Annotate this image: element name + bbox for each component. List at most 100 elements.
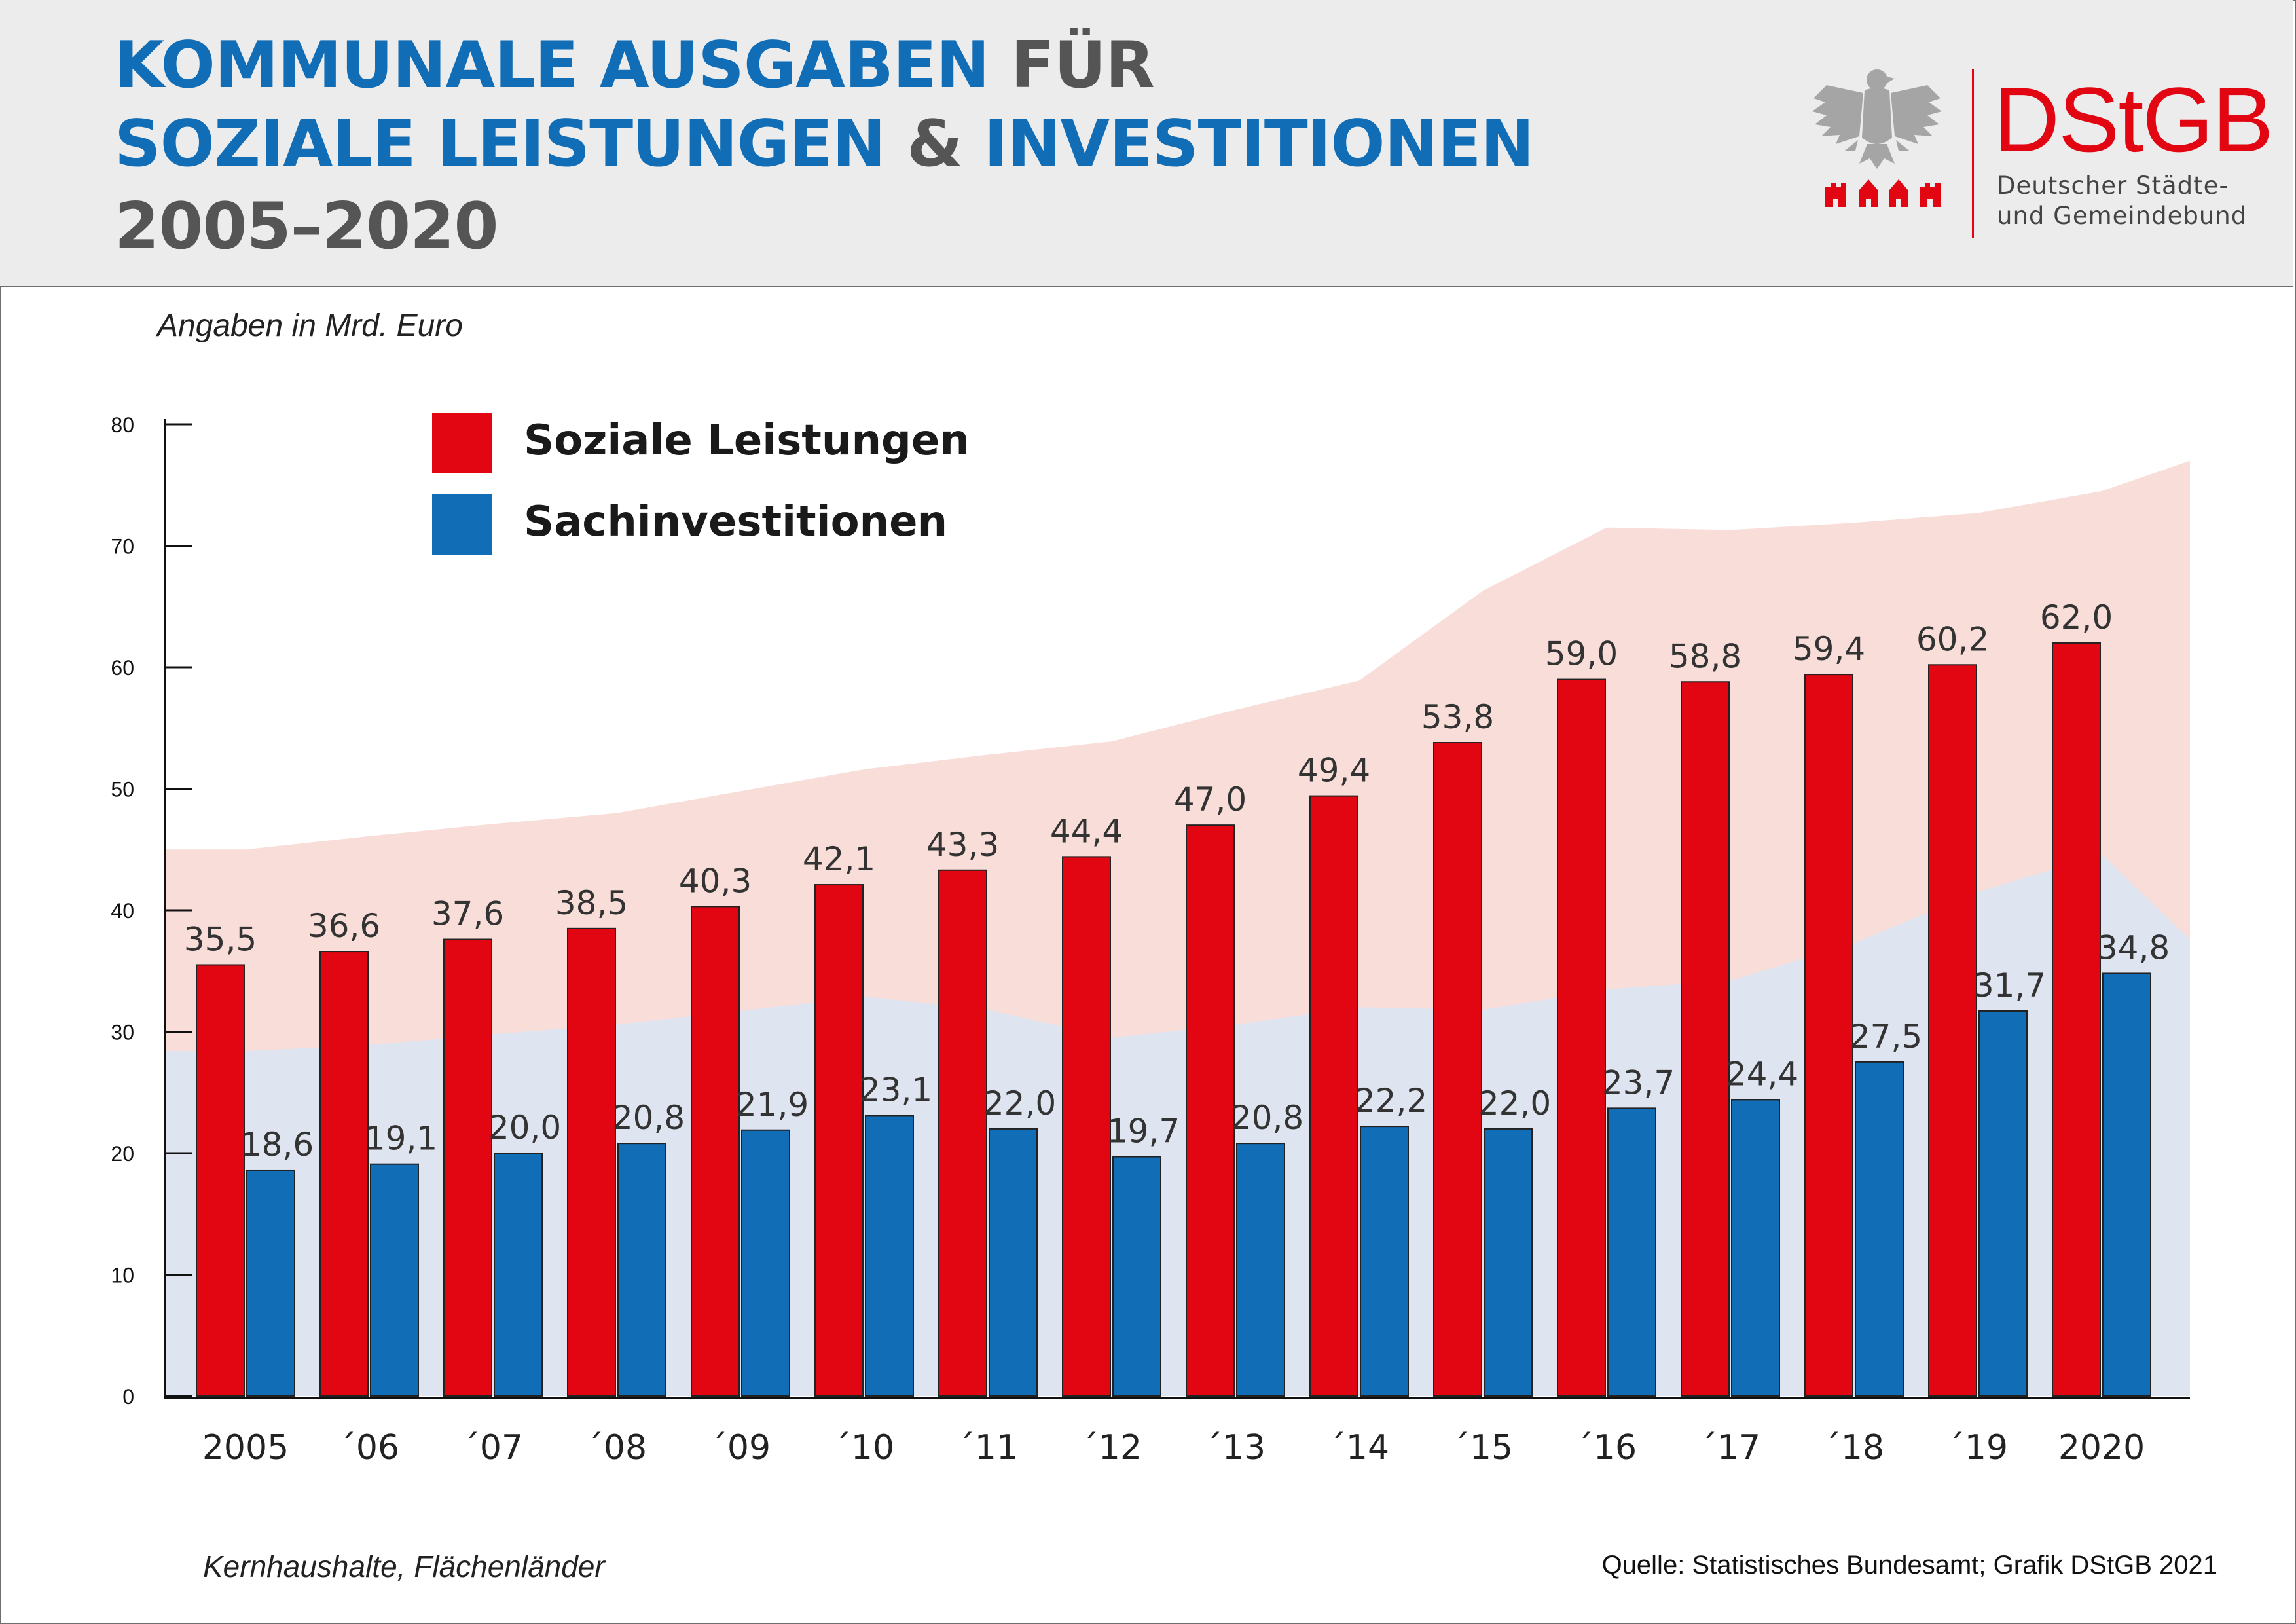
bar-sachinvestitionen-0 <box>246 1169 295 1397</box>
y-axis: 0 10 20 30 40 50 60 70 80 <box>111 413 2190 1409</box>
x-tick-label-12: ´17 <box>1700 1428 1760 1467</box>
bar-sachinvestitionen-3 <box>617 1143 666 1397</box>
bar-soziale-leistungen-6 <box>938 869 987 1397</box>
data-label-sachinvestitionen-5: 23,1 <box>860 1071 932 1109</box>
logo-text: DStGB <box>1994 68 2274 171</box>
data-label-sachinvestitionen-6: 22,0 <box>983 1084 1056 1122</box>
data-label-soziale-leistungen-1: 36,6 <box>308 907 380 945</box>
data-label-sachinvestitionen-2: 20,0 <box>488 1109 561 1147</box>
y-tick-label-40: 40 <box>111 899 134 923</box>
bar-sachinvestitionen-4 <box>741 1129 790 1397</box>
data-label-sachinvestitionen-13: 27,5 <box>1850 1018 1922 1056</box>
bar-sachinvestitionen-1 <box>370 1163 419 1397</box>
bar-sachinvestitionen-5 <box>865 1115 914 1397</box>
data-label-soziale-leistungen-3: 38,5 <box>555 884 628 922</box>
data-label-soziale-leistungen-13: 59,4 <box>1793 630 1865 668</box>
y-tick-label-0: 0 <box>122 1385 134 1409</box>
title-ampersand: & <box>907 107 962 181</box>
data-label-sachinvestitionen-7: 19,7 <box>1107 1113 1180 1151</box>
logo-divider <box>1972 69 1974 238</box>
data-label-soziale-leistungen-11: 59,0 <box>1545 635 1618 673</box>
bar-soziale-leistungen-13 <box>1804 674 1853 1397</box>
data-label-sachinvestitionen-11: 23,7 <box>1602 1063 1675 1101</box>
x-tick-label-10: ´15 <box>1453 1428 1513 1467</box>
x-tick-label-14: ´19 <box>1948 1428 2008 1467</box>
bar-sachinvestitionen-13 <box>1855 1061 1904 1397</box>
logo-subtitle-2: und Gemeindebund <box>1997 202 2248 230</box>
x-tick-label-13: ´18 <box>1824 1428 1884 1467</box>
data-label-sachinvestitionen-15: 34,8 <box>2097 929 2170 967</box>
data-label-soziale-leistungen-8: 47,0 <box>1174 781 1247 819</box>
bar-soziale-leistungen-11 <box>1557 678 1606 1397</box>
footnote: Kernhaushalte, Flächenländer <box>203 1549 605 1583</box>
data-label-sachinvestitionen-10: 22,0 <box>1478 1084 1551 1122</box>
bar-soziale-leistungen-3 <box>567 927 616 1397</box>
y-tick-label-10: 10 <box>111 1264 134 1287</box>
legend-label-soziale-leistungen: Soziale Leistungen <box>524 416 970 465</box>
bar-soziale-leistungen-9 <box>1309 795 1358 1397</box>
data-label-soziale-leistungen-10: 53,8 <box>1421 698 1494 736</box>
x-tick-label-15: 2020 <box>2058 1428 2145 1467</box>
y-tick-label-50: 50 <box>111 778 134 802</box>
bar-soziale-leistungen-12 <box>1681 681 1730 1397</box>
data-label-soziale-leistungen-14: 60,2 <box>1916 620 1989 658</box>
bar-sachinvestitionen-14 <box>1978 1010 2028 1397</box>
bar-soziale-leistungen-14 <box>1928 664 1977 1397</box>
data-label-soziale-leistungen-12: 58,8 <box>1669 637 1741 675</box>
data-label-soziale-leistungen-7: 44,4 <box>1050 812 1123 850</box>
bar-sachinvestitionen-9 <box>1360 1126 1409 1397</box>
legend-label-sachinvestitionen: Sachinvestitionen <box>524 498 948 546</box>
bar-soziale-leistungen-15 <box>2052 642 2101 1397</box>
data-label-soziale-leistungen-5: 42,1 <box>803 840 875 878</box>
y-tick-label-70: 70 <box>111 535 134 559</box>
bar-soziale-leistungen-1 <box>319 951 369 1397</box>
title-kommunale-ausgaben: KOMMUNALE AUSGABEN <box>115 28 990 103</box>
bar-soziale-leistungen-2 <box>443 938 492 1397</box>
y-tick-label-80: 80 <box>111 413 134 437</box>
page-title-years: 2005–2020 <box>115 189 499 264</box>
source-note: Quelle: Statistisches Bundesamt; Grafik … <box>1601 1551 2217 1579</box>
logo-subtitle-1: Deutscher Städte- <box>1997 172 2229 200</box>
eagle-icon <box>1812 69 1942 169</box>
page-title-line-2: SOZIALE LEISTUNGEN & INVESTITIONEN <box>115 107 1535 181</box>
data-label-sachinvestitionen-12: 24,4 <box>1726 1055 1798 1093</box>
data-label-sachinvestitionen-1: 19,1 <box>365 1120 437 1158</box>
towers-icon <box>1825 179 1941 207</box>
data-label-soziale-leistungen-6: 43,3 <box>926 826 999 864</box>
data-label-sachinvestitionen-8: 20,8 <box>1231 1099 1303 1137</box>
x-tick-label-5: ´10 <box>834 1428 894 1467</box>
bar-soziale-leistungen-10 <box>1433 742 1482 1397</box>
x-tick-label-3: ´08 <box>587 1428 647 1467</box>
x-axis-labels: 2005 ´06 ´07 ´08 ´09 ´10 ´11 ´12 ´13 ´14 ´15 ´16 ´17… <box>202 1428 2145 1467</box>
bar-soziale-leistungen-7 <box>1062 856 1111 1397</box>
bar-sachinvestitionen-6 <box>989 1128 1038 1397</box>
data-label-sachinvestitionen-0: 18,6 <box>241 1126 314 1164</box>
bar-soziale-leistungen-4 <box>691 906 740 1397</box>
header: KOMMUNALE AUSGABEN FÜR SOZIALE LEISTUNGE… <box>0 0 2293 287</box>
data-label-sachinvestitionen-14: 31,7 <box>1973 967 2046 1005</box>
bar-sachinvestitionen-12 <box>1731 1099 1780 1397</box>
title-fuer: FÜR <box>1010 28 1155 103</box>
x-tick-label-8: ´13 <box>1205 1428 1266 1467</box>
x-tick-label-11: ´16 <box>1576 1428 1637 1467</box>
data-label-soziale-leistungen-9: 49,4 <box>1298 752 1370 790</box>
x-tick-label-1: ´06 <box>339 1428 399 1467</box>
y-tick-label-60: 60 <box>111 656 134 680</box>
y-tick-label-20: 20 <box>111 1142 134 1166</box>
bar-soziale-leistungen-0 <box>196 964 245 1397</box>
bar-sachinvestitionen-11 <box>1607 1107 1656 1397</box>
data-label-soziale-leistungen-4: 40,3 <box>679 862 752 900</box>
data-labels: 35,5 18,6 36,6 19,1 37,6 20,0 38,5 20,8 40,3 21,9… <box>184 599 2170 1164</box>
bar-sachinvestitionen-15 <box>2102 972 2151 1397</box>
bars <box>196 642 2151 1397</box>
data-label-soziale-leistungen-2: 37,6 <box>431 895 504 933</box>
x-tick-label-6: ´11 <box>958 1428 1018 1467</box>
bar-sachinvestitionen-7 <box>1112 1156 1161 1397</box>
x-tick-label-0: 2005 <box>202 1428 289 1467</box>
legend-swatch-soziale-leistungen <box>432 413 492 473</box>
bar-sachinvestitionen-10 <box>1484 1128 1533 1397</box>
x-tick-label-4: ´09 <box>710 1428 771 1467</box>
dstgb-logo <box>1812 69 1942 207</box>
title-investitionen: INVESTITIONEN <box>983 107 1535 181</box>
legend-swatch-sachinvestitionen <box>432 494 492 555</box>
